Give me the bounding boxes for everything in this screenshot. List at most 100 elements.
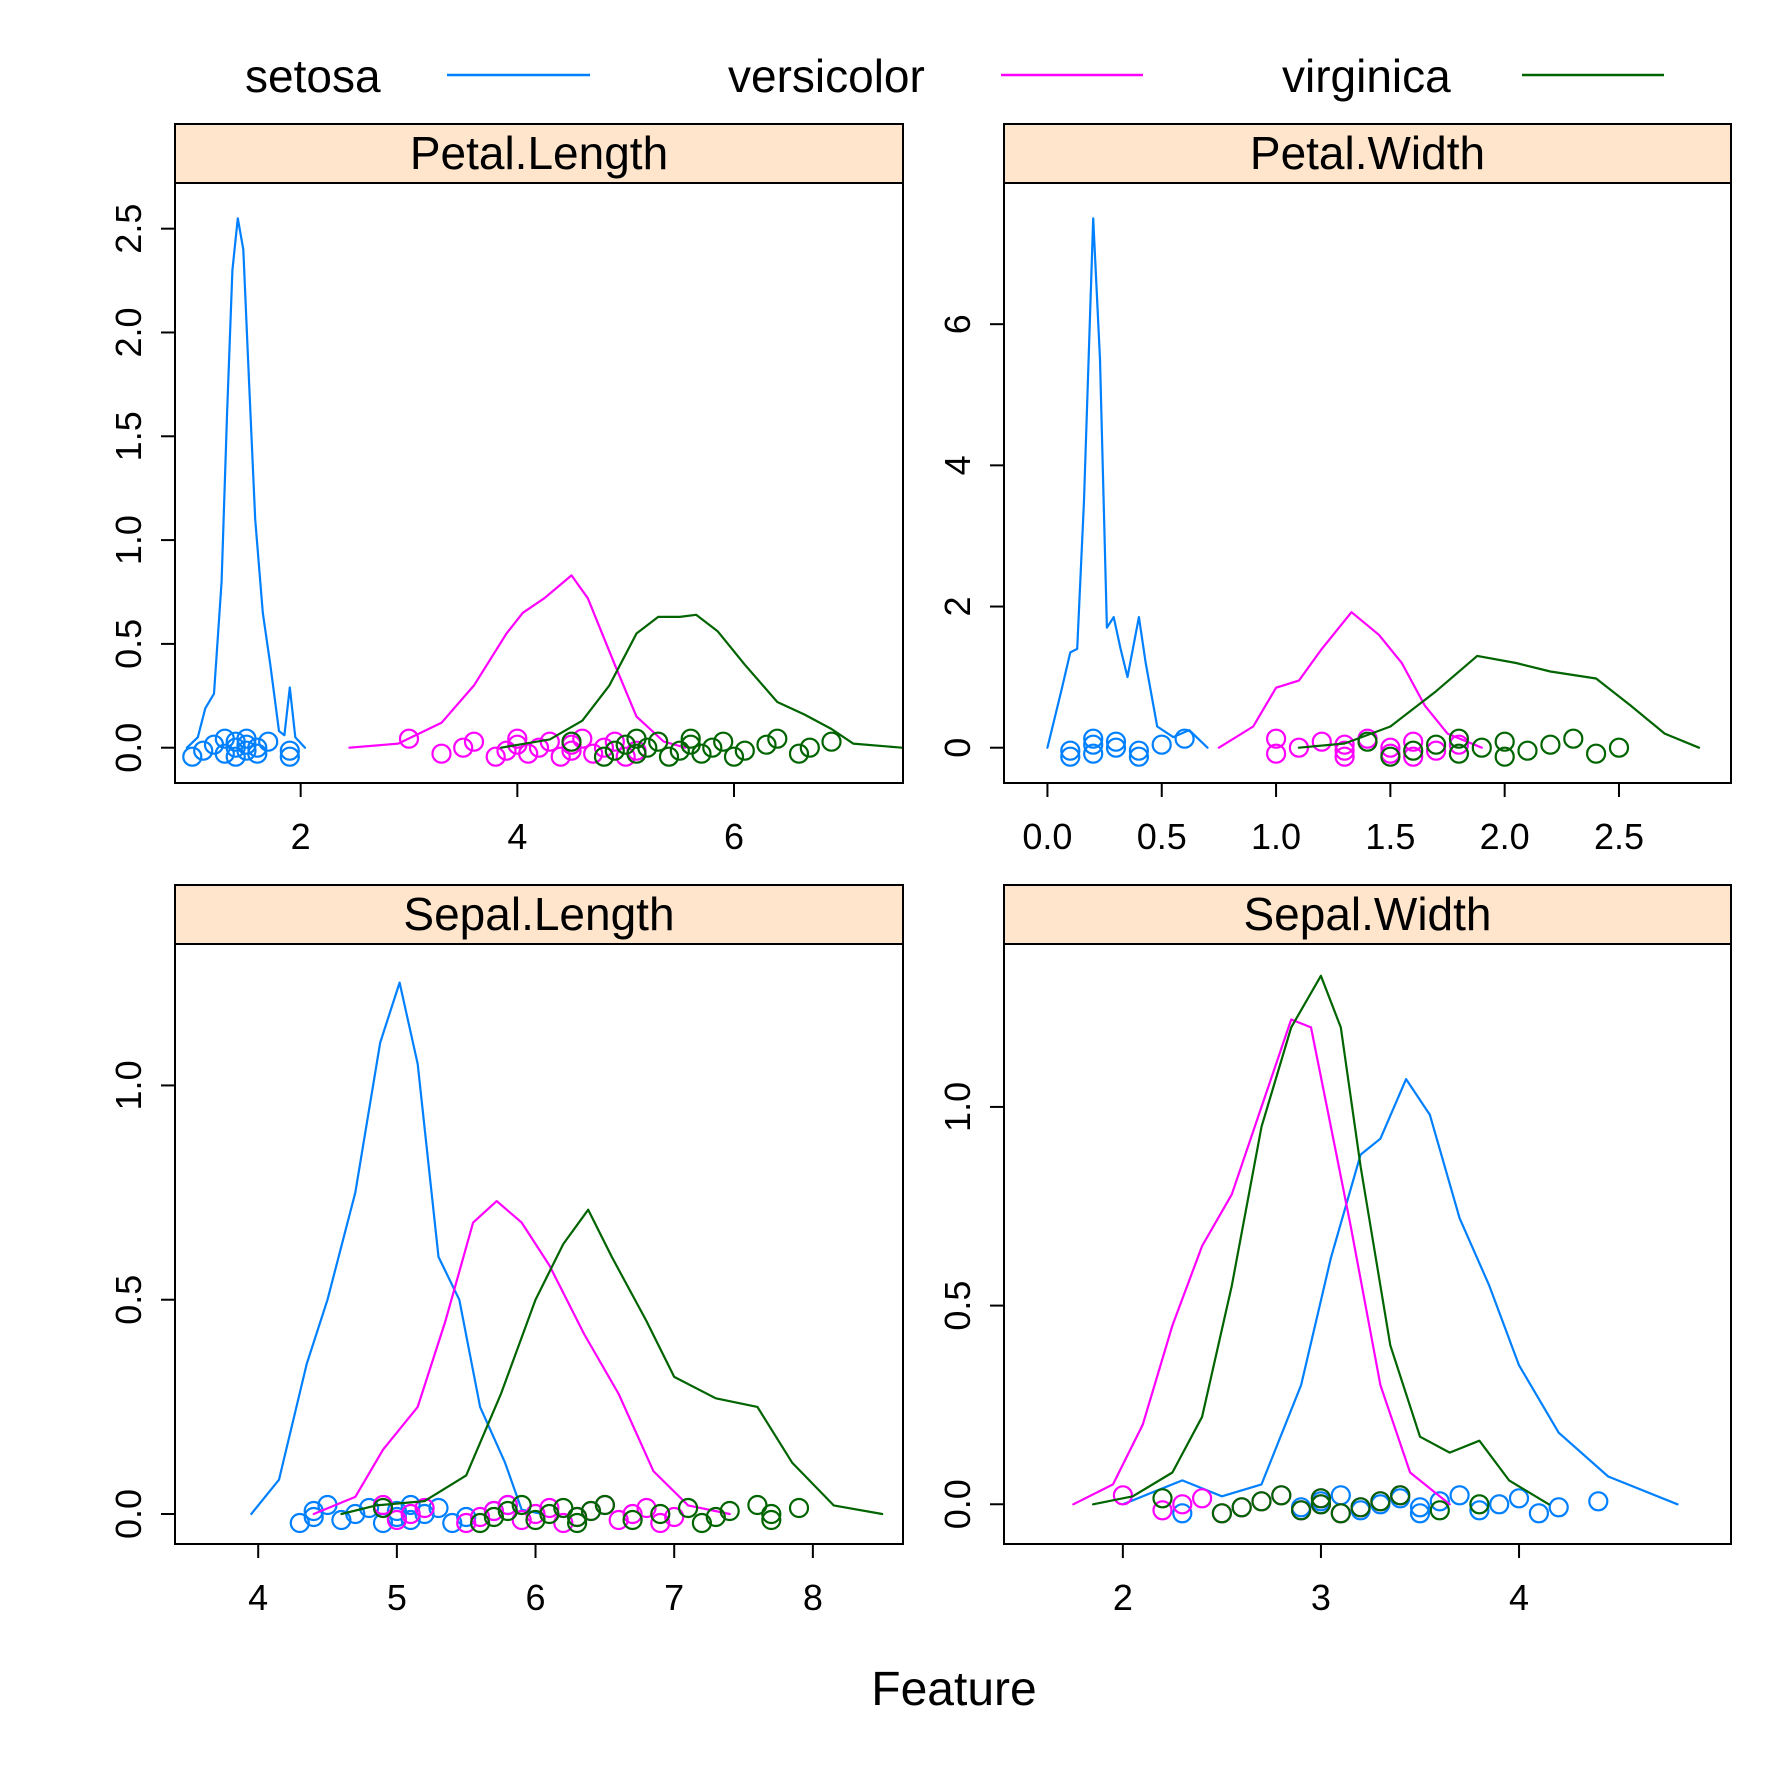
rug-point-versicolor: [1448, 734, 1470, 755]
rug-point-setosa: [1083, 743, 1104, 764]
rug-point-versicolor: [583, 743, 604, 764]
rug-point-versicolor: [1403, 731, 1424, 752]
rug-point-versicolor: [483, 1500, 504, 1522]
density-line-virginica: [500, 613, 903, 749]
strip-petal-width: [1003, 123, 1732, 184]
rug-point-setosa: [1330, 1485, 1351, 1506]
density-line-versicolor: [312, 1200, 731, 1516]
plot-area-petal-width: [1046, 217, 1701, 767]
y-tick-label: 1.0: [108, 1060, 149, 1110]
rug-point-virginica: [761, 1509, 782, 1531]
rug-point-versicolor: [507, 728, 528, 749]
x-tick-label: 1.5: [1365, 816, 1415, 857]
rug-point-virginica: [821, 731, 842, 752]
y-tick-label: 1.5: [108, 411, 149, 461]
x-tick-label: 1.0: [1251, 816, 1301, 857]
rug-point-virginica: [1517, 740, 1538, 761]
rug-point-virginica: [680, 728, 701, 749]
rug-point-versicolor: [622, 1503, 643, 1525]
rug-point-virginica: [691, 743, 712, 764]
rug-point-setosa: [331, 1509, 352, 1531]
rug-point-virginica: [594, 1494, 616, 1516]
rug-point-virginica: [470, 1512, 491, 1534]
rug-point-setosa: [1128, 746, 1150, 767]
panel-frame-sepal-width: [1003, 943, 1732, 1545]
rug-point-versicolor: [1191, 1488, 1213, 1509]
rug-point-versicolor: [1265, 743, 1287, 764]
y-tick-label: 6: [937, 314, 978, 334]
y-tick-label: 0.0: [108, 723, 149, 773]
rug-point-virginica: [1429, 1500, 1450, 1521]
rug-point-virginica: [1370, 1491, 1391, 1512]
rug-point-virginica: [1290, 1500, 1312, 1521]
rug-point-virginica: [1152, 1488, 1173, 1509]
rug-point-setosa: [1469, 1500, 1490, 1521]
rug-point-setosa: [1409, 1497, 1431, 1518]
rug-point-virginica: [1380, 746, 1401, 767]
rug-point-versicolor: [664, 1506, 685, 1528]
rug-point-versicolor: [636, 1497, 657, 1519]
rug-point-versicolor: [470, 1506, 491, 1528]
rug-point-setosa: [1060, 746, 1081, 767]
rug-point-virginica: [1425, 734, 1447, 755]
panel-frame-petal-width: [1003, 182, 1732, 784]
rug-point-virginica: [539, 1503, 560, 1525]
rug-point-virginica: [1310, 1488, 1332, 1509]
rug-point-virginica: [566, 1506, 588, 1528]
strip-petal-length: [174, 123, 904, 184]
y-tick-label: 0.5: [937, 1281, 978, 1331]
x-tick-label: 2.5: [1594, 816, 1644, 857]
rug-point-virginica: [788, 1497, 810, 1519]
x-tick-label: 7: [664, 1577, 684, 1618]
x-tick-label: 6: [526, 1577, 546, 1618]
rug-point-versicolor: [453, 737, 474, 758]
rug-point-setosa: [428, 1497, 449, 1519]
rug-point-virginica: [1350, 1497, 1371, 1518]
panel-frame-petal-length: [174, 182, 904, 784]
rug-point-virginica: [713, 731, 734, 752]
rug-point-setosa: [247, 743, 268, 764]
y-tick-label: 0: [937, 738, 978, 758]
rug-point-setosa: [258, 731, 279, 752]
rug-point-versicolor: [528, 737, 550, 758]
rug-point-virginica: [705, 1506, 726, 1528]
rug-point-setosa: [225, 746, 246, 767]
rug-point-virginica: [1448, 728, 1470, 749]
rug-point-versicolor: [539, 1497, 560, 1519]
x-tick-label: 4: [1509, 1577, 1529, 1618]
rug-point-virginica: [525, 1509, 546, 1531]
rug-point-setosa: [456, 1506, 477, 1528]
x-tick-label: 4: [507, 816, 527, 857]
strip-sepal-width: [1003, 884, 1732, 945]
rug-point-virginica: [734, 740, 755, 761]
y-tick-label: 0.5: [108, 619, 149, 669]
rug-point-virginica: [1251, 1491, 1272, 1512]
rug-point-versicolor: [496, 740, 517, 761]
rug-point-versicolor: [431, 743, 452, 764]
rug-point-virginica: [604, 740, 625, 761]
x-tick-label: 8: [803, 1577, 823, 1618]
rug-point-virginica: [1403, 740, 1424, 761]
strip-label-sepal-width: Sepal.Width: [1243, 888, 1491, 940]
rug-point-setosa: [386, 1500, 407, 1522]
y-tick-label: 0.0: [108, 1489, 149, 1539]
rug-point-virginica: [756, 734, 777, 755]
rug-point-versicolor: [1112, 1485, 1134, 1506]
density-line-setosa: [1046, 217, 1209, 749]
rug-point-virginica: [702, 737, 723, 758]
rug-point-setosa: [1083, 734, 1104, 755]
rug-point-setosa: [1449, 1485, 1470, 1506]
plot-area-sepal-length: [250, 981, 884, 1534]
rug-point-versicolor: [572, 728, 593, 749]
rug-point-virginica: [1231, 1497, 1252, 1518]
rug-point-setosa: [279, 740, 300, 761]
rug-point-virginica: [511, 1494, 532, 1516]
y-tick-label: 0.5: [108, 1275, 149, 1325]
panel-sepal-width: Sepal.Width 0.0 0.5 1.0 2 3 4: [937, 884, 1732, 1618]
rug-point-virginica: [1494, 746, 1515, 767]
rug-point-setosa: [289, 1512, 310, 1534]
rug-point-virginica: [719, 1500, 740, 1522]
rug-point-setosa: [214, 743, 235, 764]
rug-point-virginica: [1540, 734, 1561, 755]
